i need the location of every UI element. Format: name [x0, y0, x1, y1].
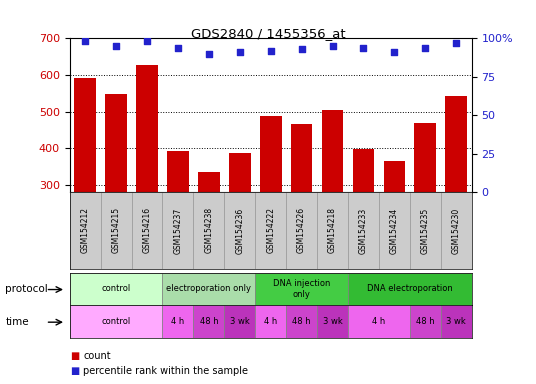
- Text: 4 h: 4 h: [172, 317, 184, 326]
- Bar: [379, 192, 410, 269]
- Bar: [441, 192, 472, 269]
- Text: GSM154226: GSM154226: [297, 207, 306, 253]
- Point: [452, 40, 460, 46]
- Text: 48 h: 48 h: [292, 317, 311, 326]
- Bar: [322, 110, 344, 192]
- Text: percentile rank within the sample: percentile rank within the sample: [83, 366, 248, 376]
- Bar: [70, 273, 162, 305]
- Bar: [75, 78, 96, 192]
- Text: GSM154215: GSM154215: [111, 207, 121, 253]
- Bar: [291, 124, 312, 192]
- Point: [390, 49, 399, 55]
- Text: electroporation only: electroporation only: [166, 285, 251, 293]
- Point: [328, 43, 337, 49]
- Point: [174, 45, 182, 51]
- Bar: [162, 273, 255, 305]
- Text: GSM154234: GSM154234: [390, 207, 399, 253]
- Point: [421, 45, 429, 51]
- Bar: [255, 305, 286, 338]
- Bar: [167, 151, 189, 192]
- Bar: [162, 192, 193, 269]
- Bar: [410, 305, 441, 338]
- Bar: [348, 273, 472, 305]
- Text: ■: ■: [70, 351, 79, 361]
- Text: control: control: [101, 285, 131, 293]
- Bar: [348, 305, 410, 338]
- Bar: [193, 192, 224, 269]
- Text: protocol: protocol: [5, 284, 48, 294]
- Text: 48 h: 48 h: [416, 317, 435, 326]
- Bar: [105, 94, 127, 192]
- Text: GSM154230: GSM154230: [452, 207, 461, 253]
- Bar: [286, 305, 317, 338]
- Text: GSM154233: GSM154233: [359, 207, 368, 253]
- Text: 48 h: 48 h: [199, 317, 218, 326]
- Text: GDS2840 / 1455356_at: GDS2840 / 1455356_at: [191, 27, 345, 40]
- Text: count: count: [83, 351, 111, 361]
- Point: [235, 49, 244, 55]
- Text: 3 wk: 3 wk: [323, 317, 343, 326]
- Bar: [353, 149, 374, 192]
- Bar: [260, 116, 281, 192]
- Text: control: control: [101, 317, 131, 326]
- Bar: [317, 192, 348, 269]
- Bar: [441, 305, 472, 338]
- Bar: [224, 192, 255, 269]
- Bar: [162, 305, 193, 338]
- Bar: [348, 192, 379, 269]
- Point: [266, 48, 275, 54]
- Bar: [384, 161, 405, 192]
- Bar: [414, 123, 436, 192]
- Text: time: time: [5, 317, 29, 327]
- Text: 4 h: 4 h: [373, 317, 385, 326]
- Bar: [410, 192, 441, 269]
- Bar: [70, 305, 162, 338]
- Point: [297, 46, 306, 52]
- Bar: [193, 305, 224, 338]
- Text: 3 wk: 3 wk: [230, 317, 250, 326]
- Bar: [229, 153, 251, 192]
- Text: DNA electroporation: DNA electroporation: [367, 285, 453, 293]
- Bar: [286, 192, 317, 269]
- Point: [359, 45, 368, 51]
- Bar: [136, 65, 158, 192]
- Bar: [255, 273, 348, 305]
- Point: [205, 51, 213, 57]
- Text: GSM154216: GSM154216: [143, 207, 152, 253]
- Text: 3 wk: 3 wk: [446, 317, 466, 326]
- Bar: [445, 96, 467, 192]
- Bar: [70, 192, 101, 269]
- Text: GSM154235: GSM154235: [421, 207, 430, 253]
- Text: GSM154222: GSM154222: [266, 207, 275, 253]
- Bar: [255, 192, 286, 269]
- Text: GSM154236: GSM154236: [235, 207, 244, 253]
- Bar: [224, 305, 255, 338]
- Point: [81, 38, 90, 45]
- Text: GSM154237: GSM154237: [174, 207, 182, 253]
- Bar: [198, 172, 220, 192]
- Bar: [131, 192, 162, 269]
- Point: [112, 43, 121, 49]
- Bar: [317, 305, 348, 338]
- Text: 4 h: 4 h: [264, 317, 277, 326]
- Text: GSM154212: GSM154212: [80, 207, 90, 253]
- Bar: [101, 192, 131, 269]
- Point: [143, 38, 151, 45]
- Text: GSM154238: GSM154238: [204, 207, 213, 253]
- Text: ■: ■: [70, 366, 79, 376]
- Text: DNA injection
only: DNA injection only: [273, 279, 330, 299]
- Text: GSM154218: GSM154218: [328, 207, 337, 253]
